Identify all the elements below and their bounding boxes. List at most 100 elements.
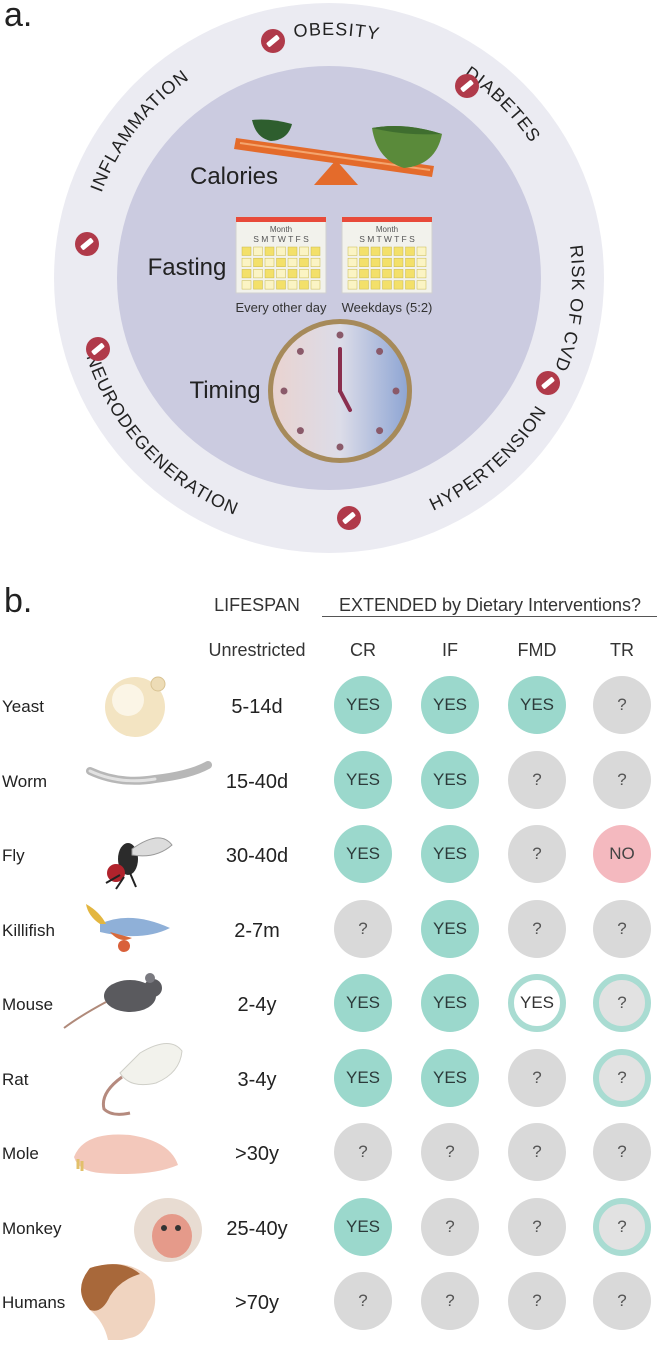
column-header-tr: TR xyxy=(610,640,634,660)
species-label: Killifish xyxy=(2,920,55,940)
species-label: Worm xyxy=(2,771,48,791)
result-badge: ? xyxy=(593,676,651,734)
species-label: Yeast xyxy=(2,697,44,716)
table-row: Killifish 2-7m? YES?? xyxy=(0,894,663,968)
result-badge: NO xyxy=(593,825,651,883)
lifespan-value: 30-40d xyxy=(225,845,289,867)
lifespan-header: LIFESPAN xyxy=(214,595,300,615)
species-illustration xyxy=(74,1134,178,1174)
panel-a-letter: a. xyxy=(4,0,33,34)
lifespan-value: 3-4y xyxy=(237,1068,277,1091)
result-badge: ? xyxy=(508,825,566,883)
lifespan-value: 15-40d xyxy=(225,770,289,793)
table-row: Humans >70y???? xyxy=(0,1264,663,1340)
result-badge: YES xyxy=(421,974,479,1032)
result-badge: ? xyxy=(421,1197,479,1256)
no-sign-icon xyxy=(536,371,560,395)
result-badge: ? xyxy=(334,1123,392,1181)
column-header-cr: CR xyxy=(350,640,376,660)
result-badge: ? xyxy=(593,1272,651,1330)
extended-header-rule xyxy=(322,616,657,617)
species-label: Humans xyxy=(2,1293,66,1312)
result-badge: YES xyxy=(421,1048,479,1107)
result-badge: YES xyxy=(421,825,479,883)
column-header-if: IF xyxy=(442,640,458,660)
panel-a: a. Calories Month S M T W T F S xyxy=(0,0,663,560)
calendar-caption: Every other day xyxy=(235,300,327,315)
result-badge: YES xyxy=(334,825,392,883)
result-badge: YES xyxy=(508,676,566,734)
result-badge: YES xyxy=(334,1048,392,1107)
lifespan-value: 2-7m xyxy=(234,919,280,942)
result-badge: ? xyxy=(508,1272,566,1330)
table-row: Yeast 5-14d YES YES YES? xyxy=(0,670,663,744)
table-row: Worm 15-40d YES YES?? xyxy=(0,745,663,819)
result-badge: ? xyxy=(593,1197,651,1256)
extended-header: EXTENDED by Dietary Interventions? xyxy=(338,595,642,615)
calendar-month-label: Month xyxy=(376,225,398,234)
species-illustration xyxy=(86,760,212,785)
no-sign-icon xyxy=(75,232,99,256)
lifespan-value: >70y xyxy=(235,1292,279,1314)
lifespan-value: 25-40y xyxy=(226,1217,288,1240)
inner-disk xyxy=(117,66,541,490)
calories-label: Calories xyxy=(190,163,278,190)
table-row: Fly 30-40d YES YES? NO xyxy=(0,819,663,893)
table-row: Mole >30y???? xyxy=(0,1117,663,1191)
species-illustration xyxy=(105,837,173,890)
result-badge: YES xyxy=(421,750,479,809)
result-badge: ? xyxy=(593,899,651,958)
species-label: Fly xyxy=(2,846,25,865)
balance-scale-icon xyxy=(234,119,442,185)
panel-b: b. LIFESPAN EXTENDED by Dietary Interven… xyxy=(0,560,663,1347)
result-badge: ? xyxy=(508,750,566,809)
result-badge: ? xyxy=(508,1123,566,1181)
panel-b-letter: b. xyxy=(4,582,33,620)
column-header-fmd: FMD xyxy=(517,640,557,660)
timing-label: Timing xyxy=(189,377,260,404)
result-badge: ? xyxy=(593,974,651,1032)
result-badge: ? xyxy=(334,1272,392,1330)
no-sign-icon xyxy=(86,337,110,361)
result-badge: YES xyxy=(334,676,392,734)
species-illustration xyxy=(105,676,166,737)
result-badge: ? xyxy=(593,1048,651,1107)
result-badge: YES xyxy=(508,974,566,1032)
species-label: Mouse xyxy=(2,995,54,1014)
result-badge: YES xyxy=(421,899,479,958)
calendar-caption: Weekdays (5:2) xyxy=(342,300,433,315)
species-label: Rat xyxy=(2,1069,29,1089)
result-badge: YES xyxy=(334,750,392,809)
species-label: Mole xyxy=(2,1144,39,1163)
species-illustration xyxy=(63,973,162,1029)
calendar-month-label: Month xyxy=(270,225,292,234)
species-label: Monkey xyxy=(2,1218,62,1238)
clock-icon xyxy=(268,319,412,463)
result-badge: YES xyxy=(334,1197,392,1256)
lifespan-value: 2-4y xyxy=(237,994,277,1016)
species-illustration xyxy=(101,1042,183,1116)
result-badge: ? xyxy=(593,1123,651,1181)
result-badge: ? xyxy=(508,1197,566,1256)
result-badge: ? xyxy=(421,1123,479,1181)
no-sign-icon xyxy=(455,74,479,98)
table-row: Monkey 25-40y YES??? xyxy=(0,1192,663,1266)
lifespan-value: 5-14d xyxy=(231,696,283,718)
table-row: Mouse 2-4y YES YES YES? xyxy=(0,968,663,1042)
lifespan-value: >30y xyxy=(235,1143,279,1165)
calendar-weekday-letters: S M T W T F S xyxy=(253,234,309,244)
unrestricted-header: Unrestricted xyxy=(208,640,306,660)
species-illustration xyxy=(86,903,170,952)
table-row: Rat 3-4y YES YES?? xyxy=(0,1042,663,1117)
result-badge: YES xyxy=(334,974,392,1032)
result-badge: ? xyxy=(421,1272,479,1330)
result-badge: ? xyxy=(593,750,651,809)
calendar-weekday-letters: S M T W T F S xyxy=(359,234,415,244)
fasting-label: Fasting xyxy=(148,254,227,281)
species-illustration xyxy=(134,1197,202,1262)
result-badge: YES xyxy=(421,676,479,734)
